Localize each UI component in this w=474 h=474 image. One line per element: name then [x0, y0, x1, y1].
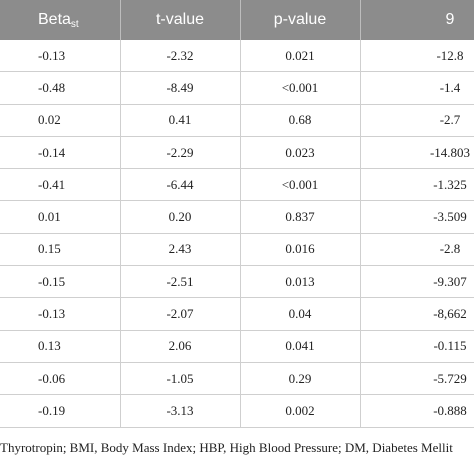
table-cell: -2.7 [360, 104, 474, 137]
table-cell: -2.32 [120, 40, 241, 73]
header-cell: t-value [120, 0, 241, 40]
table-row: -0.19 -3.13 0.002 -0.888 [0, 394, 474, 428]
table-cell: 0.041 [240, 330, 361, 363]
header-text: t-value [155, 11, 205, 28]
table-cell: -1.325 [360, 168, 474, 202]
table-cell: 0.04 [240, 297, 361, 331]
table-cell: -0.41 [0, 168, 121, 202]
table-cell: 0.02 [0, 104, 121, 137]
table-cell: 0.68 [240, 104, 361, 137]
header-cell: 9 [360, 0, 474, 40]
table-row: -0.14 -2.29 0.023 -14.803 [0, 136, 474, 170]
table-row: -0.06 -1.05 0.29 -5.729 [0, 362, 474, 396]
table-cell: -3.509 [360, 200, 474, 234]
table-row: 0.02 0.41 0.68 -2.7 [0, 104, 474, 137]
results-table: Betast t-value p-value 9 -0.13 -2.32 0.021 -12… [0, 0, 474, 428]
table-cell: -0.15 [0, 265, 121, 299]
table-cell: -0.48 [0, 71, 121, 105]
table-cell: -0.14 [0, 136, 121, 170]
table-cell: -8.49 [120, 71, 241, 105]
table-cell: 0.016 [240, 233, 361, 267]
table-cell: 0.002 [240, 394, 361, 428]
table-cell: -12.8 [360, 40, 474, 73]
table-cell: 2.06 [120, 330, 241, 363]
table-cell: 0.15 [0, 233, 121, 267]
table-cell: -1.05 [120, 362, 241, 396]
table-cell: <0.001 [240, 71, 361, 105]
table-cell: 0.837 [240, 200, 361, 234]
table-cell: -1.4 [360, 71, 474, 105]
table-cell: -2.29 [120, 136, 241, 170]
table-cell: 0.01 [0, 200, 121, 234]
table-row: 0.01 0.20 0.837 -3.509 [0, 200, 474, 234]
header-text: 9 [445, 11, 455, 28]
header-text: Beta [38, 10, 71, 28]
table-row: -0.15 -2.51 0.013 -9.307 [0, 265, 474, 299]
header-text: p-value [273, 11, 327, 28]
table-cell: -8,662 [360, 297, 474, 331]
table-cell: -6.44 [120, 168, 241, 202]
table-cell: -0.19 [0, 394, 121, 428]
table-cell: -3.13 [120, 394, 241, 428]
table-cell: <0.001 [240, 168, 361, 202]
table-row: -0.48 -8.49 <0.001 -1.4 [0, 71, 474, 105]
table-cell: 0.021 [240, 40, 361, 73]
header-row: Betast t-value p-value 9 [0, 0, 474, 40]
table-row: 0.15 2.43 0.016 -2.8 [0, 233, 474, 267]
table-cell: -0.888 [360, 394, 474, 428]
table-row: -0.13 -2.32 0.021 -12.8 [0, 40, 474, 73]
table-cell: 0.29 [240, 362, 361, 396]
table-cell: -14.803 [360, 136, 474, 170]
table-cell: -9.307 [360, 265, 474, 299]
table-cell: 0.41 [120, 104, 241, 137]
table-row: 0.13 2.06 0.041 -0.115 [0, 330, 474, 363]
table-row: -0.41 -6.44 <0.001 -1.325 [0, 168, 474, 202]
table-cell: -5.729 [360, 362, 474, 396]
table-cell: -2.07 [120, 297, 241, 331]
table-cell: 0.13 [0, 330, 121, 363]
table-cell: 0.20 [120, 200, 241, 234]
table-cell: 2.43 [120, 233, 241, 267]
table-cell: 0.013 [240, 265, 361, 299]
table-cell: -2.51 [120, 265, 241, 299]
table-cell: -0.115 [360, 330, 474, 363]
header-subscript: st [70, 18, 79, 30]
table-cell: -0.13 [0, 40, 121, 73]
footnote: Thyrotropin; BMI, Body Mass Index; HBP, … [0, 440, 453, 455]
table-body: -0.13 -2.32 0.021 -12.8 -0.48 -8.49 <0.001 -1.4… [0, 40, 474, 428]
header-cell: p-value [240, 0, 361, 40]
table-cell: 0.023 [240, 136, 361, 170]
table-cell: -0.06 [0, 362, 121, 396]
table-cell: -0.13 [0, 297, 121, 331]
table-row: -0.13 -2.07 0.04 -8,662 [0, 297, 474, 331]
table-cell: -2.8 [360, 233, 474, 267]
header-cell: Betast [0, 0, 121, 40]
